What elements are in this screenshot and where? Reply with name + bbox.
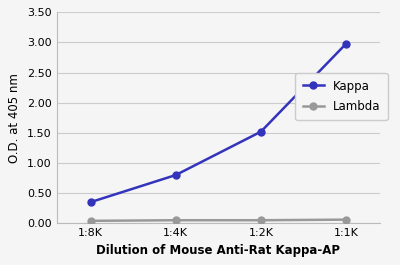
Kappa [88,201,93,204]
Line: Lambda: Lambda [87,216,350,224]
Legend: Kappa, Lambda: Kappa, Lambda [296,73,388,120]
Kappa [344,42,348,45]
Lambda [88,219,93,222]
Kappa [173,174,178,177]
Lambda [173,219,178,222]
Y-axis label: O.D. at 405 nm: O.D. at 405 nm [8,73,21,163]
X-axis label: Dilution of Mouse Anti-Rat Kappa-AP: Dilution of Mouse Anti-Rat Kappa-AP [96,244,340,257]
Lambda [344,218,348,221]
Lambda [258,219,263,222]
Kappa [258,130,263,133]
Line: Kappa: Kappa [87,40,350,206]
